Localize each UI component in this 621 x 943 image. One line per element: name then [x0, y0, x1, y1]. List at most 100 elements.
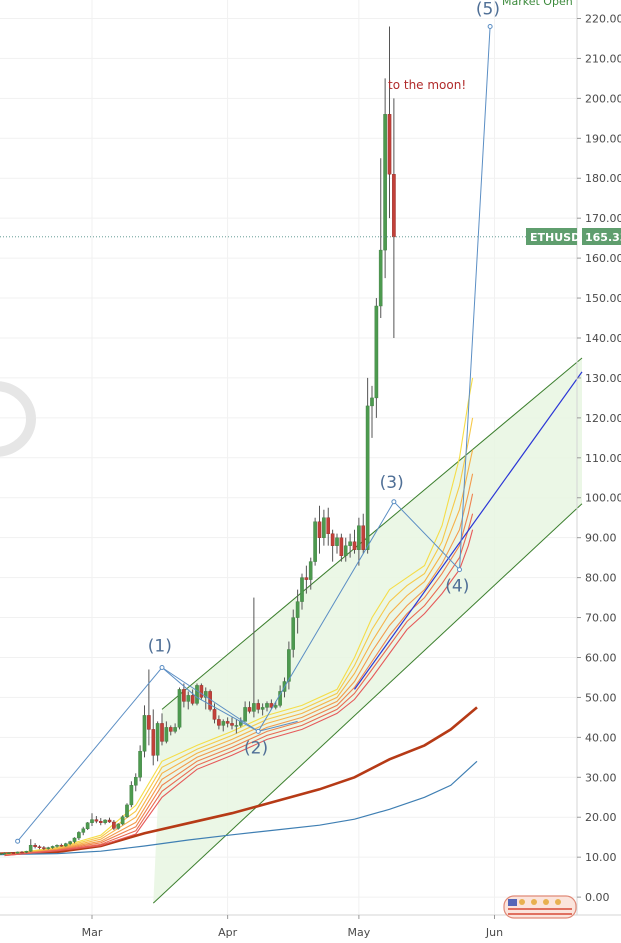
candle-body	[129, 785, 134, 806]
elliott-wave-lines[interactable]	[15, 23, 493, 844]
channel-lower-line	[152, 503, 583, 904]
y-axis[interactable]: 0.00 10.00 20.00 30.00 40.00 50.00 60.00 70.00 8…	[576, 0, 621, 915]
x-tick-label: Jun	[485, 926, 503, 939]
candle-body	[116, 823, 121, 829]
candle-body	[138, 751, 142, 778]
flag-icon[interactable]	[503, 895, 577, 919]
y-tick-label: 70.00	[585, 612, 617, 625]
symbol-label: ETHUSD	[530, 231, 580, 244]
candle-body	[252, 703, 256, 712]
candle-body	[168, 727, 173, 732]
candle-body	[151, 729, 156, 756]
candle-body	[370, 397, 374, 407]
y-tick-label: 90.00	[585, 532, 617, 545]
elliott-path	[17, 26, 491, 842]
symbol-tag	[526, 228, 577, 245]
candle-body	[256, 703, 261, 710]
candle-body	[28, 845, 33, 852]
candle-body	[125, 804, 129, 818]
y-tick-label: 130.00	[585, 372, 621, 385]
candle-body	[269, 703, 274, 708]
candle-body	[15, 851, 20, 854]
candle-body	[46, 847, 50, 849]
trend-line[interactable]	[354, 371, 583, 690]
wave-point	[15, 838, 21, 844]
y-tick-label: 40.00	[585, 731, 617, 744]
y-tick-label: 0.00	[585, 891, 610, 904]
wave-label: (2)	[244, 738, 268, 758]
candle-body	[378, 249, 383, 307]
candle-body	[68, 841, 72, 844]
price-label: 165.33	[585, 231, 621, 244]
candle-body	[94, 819, 99, 822]
candle-body	[2, 853, 7, 855]
candle-body	[295, 601, 300, 618]
y-tick-label: 120.00	[585, 412, 621, 425]
y-tick-label: 210.00	[585, 52, 621, 65]
candle-body	[217, 719, 221, 726]
candle-body	[212, 709, 217, 720]
candle-body	[317, 521, 322, 538]
candle-body	[11, 852, 16, 854]
correction-path	[161, 667, 298, 732]
candle-body	[182, 689, 186, 702]
ribbon-ma-line	[4, 473, 474, 856]
candles[interactable]	[0, 26, 396, 855]
candle-body	[147, 715, 151, 730]
candle-body	[322, 517, 326, 538]
candle-body	[164, 727, 169, 742]
candle-body	[190, 695, 195, 704]
candle-body	[59, 845, 64, 847]
y-tick-label: 140.00	[585, 332, 621, 345]
candle-body	[24, 851, 29, 853]
ribbon-ma-line	[4, 449, 474, 856]
price-channel	[152, 357, 583, 904]
x-tick-label: Mar	[82, 926, 103, 939]
y-tick-label: 30.00	[585, 771, 617, 784]
candle-body	[155, 723, 160, 756]
candle-body	[195, 685, 199, 704]
y-tick-label: 20.00	[585, 811, 617, 824]
wave-label: (4)	[445, 577, 469, 597]
ribbon-ma-line	[4, 493, 474, 856]
y-tick-label: 170.00	[585, 212, 621, 225]
candle-body	[348, 541, 352, 546]
candle-body	[103, 819, 107, 823]
candle-body	[225, 721, 230, 724]
last-price-tag: ETHUSD 165.33	[526, 228, 621, 245]
candle-body	[339, 537, 344, 556]
candle-body	[287, 649, 291, 682]
candle-body	[278, 691, 282, 706]
candle-body	[142, 715, 147, 752]
y-tick-label: 200.00	[585, 92, 621, 105]
annotation-text[interactable]: to the moon!	[388, 78, 466, 92]
candle-body	[120, 816, 125, 825]
x-tick-label: Apr	[218, 926, 238, 939]
candle-body	[173, 727, 177, 732]
watermark-logo	[0, 381, 36, 457]
candle-body	[383, 114, 387, 251]
y-tick-label: 160.00	[585, 252, 621, 265]
candle-body	[300, 577, 304, 602]
candle-body	[33, 845, 37, 848]
candle-body	[186, 695, 191, 702]
y-tick-label: 220.00	[585, 13, 621, 26]
candle-body	[20, 851, 24, 854]
y-tick-label: 50.00	[585, 691, 617, 704]
candle-body	[7, 852, 11, 854]
candle-body	[387, 114, 392, 175]
candle-body	[85, 822, 90, 829]
candle-body	[357, 525, 361, 550]
candle-body	[81, 828, 86, 833]
candle-body	[98, 821, 103, 824]
ribbon-ma-line	[4, 513, 474, 857]
ribbon-ma-line	[4, 377, 474, 855]
y-tick-label: 180.00	[585, 172, 621, 185]
y-tick-label: 150.00	[585, 292, 621, 305]
candle-body	[72, 837, 77, 842]
candle-body	[330, 533, 335, 546]
candle-body	[203, 691, 208, 698]
candle-body	[133, 777, 138, 786]
long-ma-line	[0, 760, 478, 856]
